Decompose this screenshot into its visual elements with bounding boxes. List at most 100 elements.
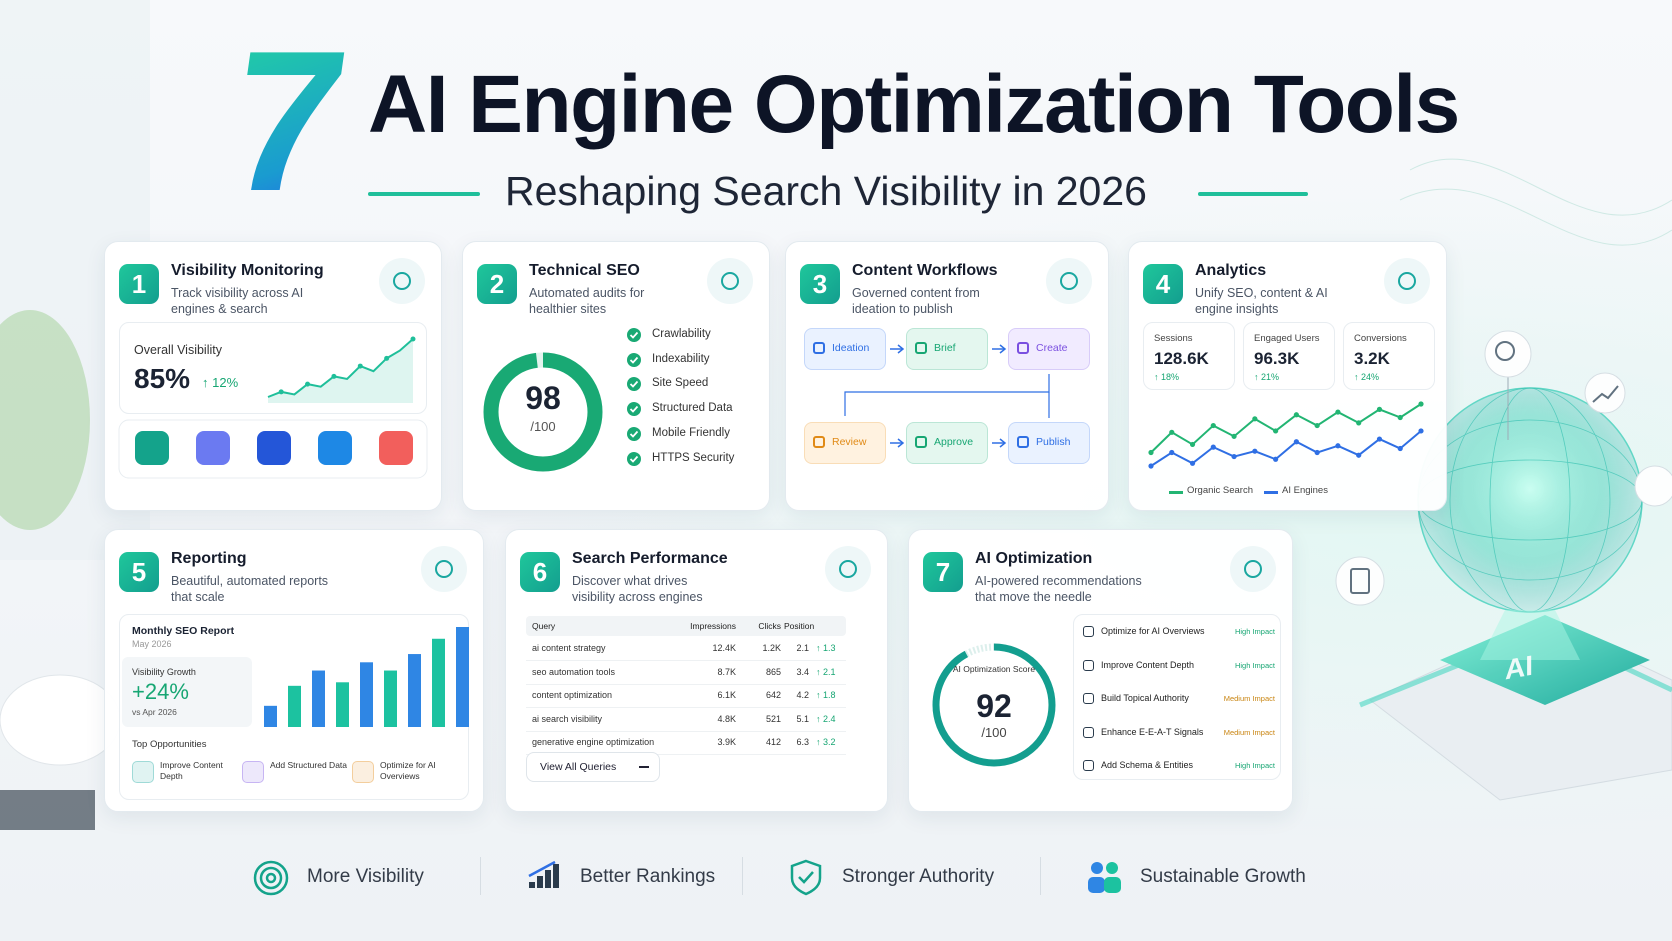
ring [265,872,277,884]
card: 3 Content Workflows Governed content from … [785,241,1109,511]
table-cell: ai search visibility [532,713,603,724]
check-label: Structured Data [652,402,733,415]
workflow-step-dot [813,436,825,448]
workflow-step-label: Publish [1036,436,1071,448]
workflow-step [804,328,886,370]
card-title: Reporting [171,550,247,567]
table-cell: 2.1 [796,643,809,653]
card-icon-glyph [839,560,857,578]
check-bg [627,377,641,392]
table-row-rule [526,754,846,755]
series-point [1356,420,1362,426]
legend-label: Organic Search [1187,485,1254,496]
check-bg [627,352,641,367]
table-cell: 865 [765,666,781,677]
score-value: 98 [525,380,561,416]
opportunity-label: Improve Content Depth [160,760,223,781]
series-line [1150,403,1422,454]
ring [259,866,283,890]
stat-label: Conversions [1354,333,1407,344]
card: 5 Reporting Beautiful, automated reports t… [104,529,484,812]
visibility-panel: Overall Visibility 85% ↑ 12% [119,322,427,414]
stat-value: 3.2K [1354,349,1390,368]
table-header: Query [532,621,556,631]
series-point [1273,428,1279,434]
opportunity-label: Add Structured Data [270,760,348,770]
recommendation-impact: Medium Impact [1223,727,1275,737]
check-icon [627,451,641,466]
glyph [1060,272,1078,290]
ring [253,860,289,896]
series-point [1169,449,1175,456]
feature-icon [528,860,559,888]
check-icon [627,328,641,342]
bar [545,870,551,888]
arrow-head [897,344,905,354]
card-icon [1384,258,1430,304]
workflow-step-dot [915,342,927,354]
report-bar [312,670,325,727]
check-label: Mobile Friendly [652,426,730,439]
series-point [1189,460,1196,466]
series-point [1335,409,1341,415]
trend-point [305,381,311,387]
table-cell: 12.4K [712,643,736,653]
series-point [1335,443,1341,449]
score-max: /100 [530,419,556,434]
check [798,871,814,884]
card-number: 5 [119,552,159,592]
body [1088,877,1105,893]
recommendation-label: Optimize for AI Overviews [1101,626,1205,636]
series-point [1189,441,1196,448]
title-rule-left [368,192,480,196]
report-bar [288,685,301,727]
stat-box: Engaged Users 96.3K ↑ 21% [1243,322,1335,390]
series-point [1418,428,1424,434]
arrow-head [999,438,1007,448]
stat-change: ↑ 21% [1254,372,1280,382]
check-icon [627,352,641,367]
arrow [528,860,556,878]
series-point [1273,456,1279,462]
metric-change: ↑ 12% [202,375,239,390]
workflow-step [804,422,886,464]
opportunity-label: Optimize for AI Overviews [380,760,436,781]
table-header: Impressions [690,621,736,631]
table-header: Position [784,621,815,631]
trend-point [410,336,416,342]
card-number: 3 [800,264,840,304]
metric-value: 85% [134,363,191,394]
check-bg [627,426,641,441]
series-line [1150,430,1422,467]
series-point [1293,439,1299,445]
opportunities-title: Top Opportunities [132,739,207,750]
series-point [1293,412,1299,418]
table-cell: 3.9K [717,737,736,747]
stat-change: ↑ 18% [1154,372,1180,382]
series-point [1314,422,1320,429]
engine-icon [379,431,413,465]
trend-point [278,389,284,395]
trend-line [267,338,414,398]
workflow-step [1008,422,1090,464]
card-icon [379,258,425,304]
head [1091,862,1103,874]
loop-connector [844,374,1050,416]
card-description: Beautiful, automated reports that scale [171,574,329,604]
workflow-step-label: Review [832,436,867,448]
glyph [721,272,739,290]
card-icon [825,546,871,592]
recommendation-label: Add Schema & Entities [1101,760,1194,770]
title-rule-right [1198,192,1308,196]
series-point [1148,463,1154,469]
engine-icon [257,431,291,465]
card-title: Analytics [1195,262,1267,279]
engine-icon [196,431,230,465]
card-number: 2 [477,264,517,304]
card-title: Technical SEO [529,262,640,279]
view-all-button[interactable]: View All Queries [526,752,660,782]
workflow-step-dot [915,436,927,448]
card: 2 Technical SEO Automated audits for healt… [462,241,770,511]
table-row-rule [526,683,846,685]
